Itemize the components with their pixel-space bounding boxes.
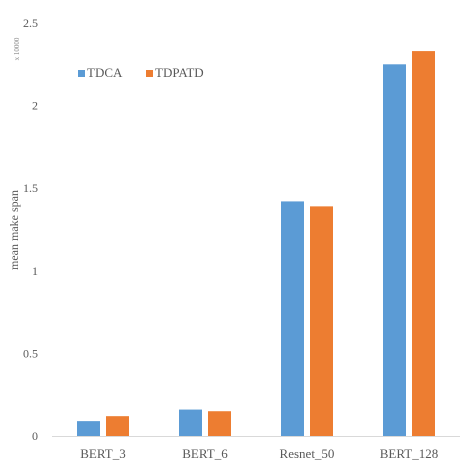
bars	[77, 51, 435, 437]
bar-tdca-bert_3	[77, 421, 100, 436]
x-axis-categories: BERT_3 BERT_6 Resnet_50 BERT_128	[80, 446, 438, 461]
legend: TDCA TDPATD	[78, 65, 204, 80]
y-tick-label: 2.5	[23, 16, 38, 30]
bar-tdpatd-bert_128	[412, 51, 435, 437]
x-category-label: BERT_128	[380, 446, 438, 461]
legend-swatch-tdca	[78, 70, 85, 77]
x-category-label: BERT_6	[182, 446, 228, 461]
bar-tdca-resnet_50	[281, 201, 304, 436]
bar-tdca-bert_6	[179, 409, 202, 436]
x-category-label: Resnet_50	[280, 446, 335, 461]
legend-label-tdpatd: TDPATD	[155, 65, 204, 80]
y-axis-label: mean make span	[7, 190, 21, 270]
x-category-label: BERT_3	[80, 446, 125, 461]
y-axis-ticks: 0 0.5 1 1.5 2 2.5	[23, 16, 38, 443]
y-tick-label: 1.5	[23, 181, 38, 195]
legend-label-tdca: TDCA	[87, 65, 123, 80]
y-tick-label: 2	[32, 99, 38, 113]
y-tick-label: 1	[32, 264, 38, 278]
y-tick-label: 0	[32, 429, 38, 443]
bar-tdca-bert_128	[383, 64, 406, 437]
legend-swatch-tdpatd	[146, 70, 153, 77]
y-tick-label: 0.5	[23, 346, 38, 360]
bar-tdpatd-resnet_50	[310, 206, 333, 436]
axis-multiplier-label: x 10000	[13, 37, 21, 60]
bar-tdpatd-bert_6	[208, 411, 231, 436]
bar-tdpatd-bert_3	[106, 416, 129, 436]
